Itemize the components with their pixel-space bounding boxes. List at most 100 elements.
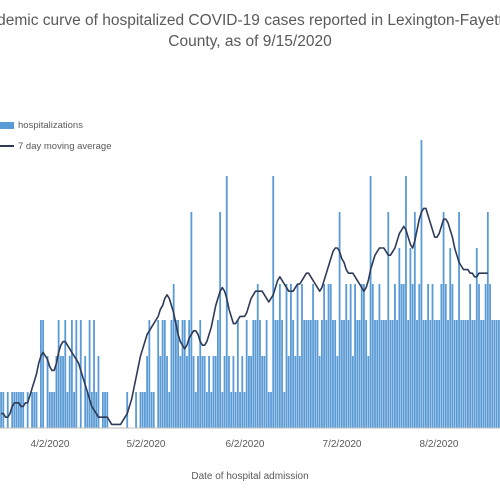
hospitalization-bar [327,284,330,428]
hospitalization-bar [46,356,49,428]
legend-item-moving-average: 7 day moving average [0,140,111,152]
hospitalization-bar [62,356,64,428]
hospitalization-bar [236,320,239,428]
hospitalization-bar [462,320,465,428]
hospitalization-bar [453,320,456,428]
hospitalization-bar [59,356,62,428]
hospitalization-bar [329,284,332,428]
hospitalization-bar [371,284,374,428]
hospitalization-bar [265,320,268,428]
hospitalization-bar [394,284,396,428]
hospitalization-bar [471,320,474,428]
hospitalization-bar [285,284,288,428]
hospitalization-bar [385,320,387,428]
hospitalization-bar [243,392,246,428]
hospitalization-bar [144,392,146,428]
hospitalization-bar [484,284,487,428]
hospitalization-bar [20,392,22,428]
hospitalization-bar [287,356,290,428]
hospitalization-bar [11,392,14,428]
hospitalization-bar [398,248,401,428]
hospitalization-bar [482,320,485,428]
hospitalization-bar [139,392,142,428]
hospitalization-bar [351,356,354,428]
hospitalization-bar [146,356,149,428]
hospitalization-bar [436,320,438,428]
hospitalization-bar [343,320,345,428]
hospitalization-bar [106,392,109,428]
x-tick-label: 4/2/2020 [31,439,70,450]
x-axis-title: Date of hospital admission [191,471,309,482]
hospitalization-bar [389,320,392,428]
hospitalization-bar [278,284,281,428]
hospitalization-bar [73,392,76,428]
hospitalization-bar [354,284,356,428]
hospitalization-bar [369,176,372,428]
hospitalization-bar [455,320,458,428]
hospitalization-bar [135,392,137,428]
hospitalization-bar [358,320,361,428]
hospitalization-bar [141,392,144,428]
hospitalization-bar [447,320,449,428]
hospitalization-bar [212,356,215,428]
hospitalization-bar [252,320,255,428]
hospitalization-bar [31,392,33,428]
hospitalization-bar [150,392,153,428]
hospitalization-bar [497,320,500,428]
hospitalization-bar [181,320,184,428]
hospitalization-bar [334,320,337,428]
hospitalization-bar [17,392,20,428]
x-tick-label: 8/2/2020 [420,439,459,450]
hospitalization-bar [451,284,454,428]
hospitalization-bar [232,356,235,428]
hospitalization-bar [391,320,394,428]
hospitalization-bar [407,320,410,428]
hospitalization-bar [90,392,93,428]
hospitalization-bar [305,320,308,428]
hospitalization-bar [174,320,177,428]
legend-item-hospitalizations: hospitalizations [0,119,83,131]
hospitalization-bar [467,320,469,428]
hospitalization-bar [161,320,164,428]
hospitalization-bar [444,284,447,428]
hospitalization-bar [416,320,418,428]
legend-label-hospitalizations: hospitalizations [18,119,83,131]
hospitalization-bar [95,392,98,428]
hospitalization-bar [486,212,489,428]
hospitalization-bar [458,212,460,428]
hospitalization-bar [13,392,16,428]
chart-title-line2: County, as of 9/15/2020 [168,33,332,50]
hospitalization-bar [68,356,71,428]
hospitalization-bar [57,320,60,428]
hospitalization-bar [230,392,233,428]
hospitalization-bar [186,356,188,428]
hospitalization-bar [478,284,480,428]
hospitalization-bar [40,320,42,428]
hospitalization-bar [84,356,87,428]
hospitalization-bar [294,356,297,428]
hospitalization-bar [250,356,253,428]
hospitalization-bar [183,320,186,428]
hospitalization-bar [188,320,191,428]
hospitalization-bar [26,392,29,428]
hospitalization-bar [217,320,219,428]
hospitalization-bar [241,356,244,428]
hospitalization-bar [340,320,343,428]
hospitalization-bar [75,320,78,428]
hospitalization-bar [256,284,259,428]
hospitalization-bar [259,320,261,428]
legend-swatch-bar [0,121,14,129]
hospitalization-bar [86,392,89,428]
hospitalization-bar [440,284,443,428]
hospitalization-bar [321,320,323,428]
hospitalization-bar [309,320,312,428]
hospitalization-bar [433,320,436,428]
hospitalization-bar [234,392,237,428]
hospitalization-bar [413,212,416,428]
hospitalization-bar [424,320,427,428]
hospitalization-bar [97,356,100,428]
hospitalization-bar [239,392,241,428]
hospitalization-bar [79,320,82,428]
